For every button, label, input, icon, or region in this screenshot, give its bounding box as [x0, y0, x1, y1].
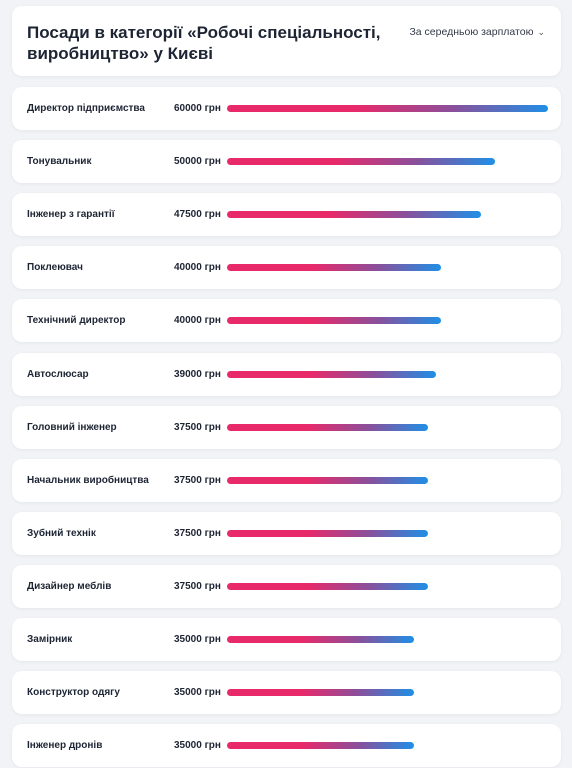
position-title: Замірник — [27, 634, 73, 645]
position-title: Начальник виробництва — [27, 475, 149, 486]
position-salary: 40000 грн — [174, 315, 221, 326]
salary-bar — [227, 264, 441, 271]
salary-bar — [227, 530, 428, 537]
salary-bar — [227, 636, 414, 643]
salary-bar — [227, 371, 436, 378]
position-row[interactable]: Інженер дронів 35000 грн — [12, 724, 561, 767]
position-row[interactable]: Начальник виробництва 37500 грн — [12, 459, 561, 502]
position-salary: 60000 грн — [174, 103, 221, 114]
position-title: Тонувальник — [27, 156, 92, 167]
position-row[interactable]: Інженер з гарантії 47500 грн — [12, 193, 561, 236]
position-title: Дизайнер меблів — [27, 581, 112, 592]
position-salary: 35000 грн — [174, 634, 221, 645]
position-title: Головний інженер — [27, 422, 117, 433]
position-salary: 40000 грн — [174, 262, 221, 273]
position-row[interactable]: Тонувальник 50000 грн — [12, 140, 561, 183]
sort-dropdown[interactable]: За середньою зарплатою ⌄ — [409, 26, 545, 38]
position-salary: 35000 грн — [174, 740, 221, 751]
position-row[interactable]: Директор підприємства 60000 грн — [12, 87, 561, 130]
position-salary: 37500 грн — [174, 475, 221, 486]
position-row[interactable]: Замірник 35000 грн — [12, 618, 561, 661]
position-salary: 35000 грн — [174, 687, 221, 698]
position-salary: 50000 грн — [174, 156, 221, 167]
position-title: Інженер з гарантії — [27, 209, 115, 220]
chevron-down-icon: ⌄ — [537, 26, 545, 37]
position-salary: 37500 грн — [174, 528, 221, 539]
salary-bar — [227, 742, 414, 749]
sort-label: За середньою зарплатою — [409, 26, 534, 38]
position-row[interactable]: Конструктор одягу 35000 грн — [12, 671, 561, 714]
position-title: Конструктор одягу — [27, 687, 120, 698]
position-title: Директор підприємства — [27, 103, 145, 114]
position-title: Зубний технік — [27, 528, 96, 539]
position-row[interactable]: Автослюсар 39000 грн — [12, 353, 561, 396]
header-card: Посади в категорії «Робочі спеціальності… — [12, 6, 561, 76]
position-salary: 37500 грн — [174, 581, 221, 592]
salary-bar — [227, 477, 428, 484]
position-title: Автослюсар — [27, 369, 89, 380]
position-row[interactable]: Поклеювач 40000 грн — [12, 246, 561, 289]
page-title: Посади в категорії «Робочі спеціальності… — [27, 23, 381, 63]
position-row[interactable]: Технічний директор 40000 грн — [12, 299, 561, 342]
salary-bar — [227, 105, 548, 112]
position-salary: 39000 грн — [174, 369, 221, 380]
position-row[interactable]: Зубний технік 37500 грн — [12, 512, 561, 555]
position-salary: 47500 грн — [174, 209, 221, 220]
salary-bar — [227, 158, 495, 165]
position-title: Технічний директор — [27, 315, 126, 326]
salary-bar — [227, 317, 441, 324]
salary-bar — [227, 424, 428, 431]
position-row[interactable]: Дизайнер меблів 37500 грн — [12, 565, 561, 608]
position-salary: 37500 грн — [174, 422, 221, 433]
salary-bar — [227, 211, 481, 218]
position-title: Поклеювач — [27, 262, 83, 273]
position-title: Інженер дронів — [27, 740, 103, 751]
salary-bar — [227, 689, 414, 696]
position-row[interactable]: Головний інженер 37500 грн — [12, 406, 561, 449]
salary-bar — [227, 583, 428, 590]
